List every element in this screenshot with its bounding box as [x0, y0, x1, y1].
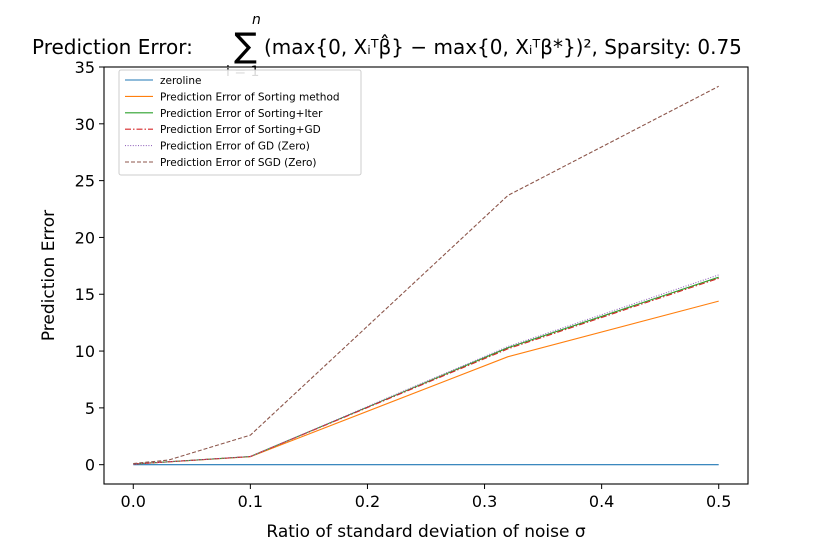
- y-tick-label: 35: [75, 58, 95, 77]
- y-tick-label: 15: [75, 285, 95, 304]
- x-axis-label: Ratio of standard deviation of noise σ: [266, 522, 585, 542]
- x-tick-label: 0.1: [238, 492, 263, 511]
- title-sum-upper: n: [252, 12, 261, 28]
- legend: zeroline Prediction Error of Sorting meth…: [118, 69, 362, 176]
- series-line-4: [133, 274, 719, 465]
- y-tick-label: 25: [75, 172, 95, 191]
- legend-label-2: Prediction Error of Sorting+Iter: [160, 108, 323, 120]
- legend-label-5: Prediction Error of SGD (Zero): [160, 157, 316, 169]
- title-sum-symbol: ∑: [234, 26, 257, 66]
- legend-label-4: Prediction Error of GD (Zero): [160, 141, 310, 153]
- title-formula: (max{0, Xᵢᵀβ̂} − max{0, Xᵢᵀβ*})², Sparsi…: [264, 34, 742, 59]
- x-tick-label: 0.2: [355, 492, 380, 511]
- x-tick-label: 0.0: [121, 492, 146, 511]
- x-tick-label: 0.3: [472, 492, 497, 511]
- y-tick-label: 10: [75, 342, 95, 361]
- legend-box: [118, 69, 362, 176]
- y-axis-label: Prediction Error: [39, 210, 59, 341]
- title-prefix: Prediction Error:: [32, 35, 193, 59]
- y-tick-label: 5: [85, 399, 95, 418]
- y-tick-label: 20: [75, 228, 95, 247]
- x-tick-label: 0.4: [589, 492, 614, 511]
- legend-label-1: Prediction Error of Sorting method: [160, 91, 340, 103]
- legend-label-0: zeroline: [160, 75, 201, 87]
- series-line-3: [133, 277, 719, 465]
- series-line-5: [133, 85, 719, 465]
- legend-label-3: Prediction Error of Sorting+GD: [160, 124, 321, 136]
- x-tick-label: 0.5: [706, 492, 731, 511]
- y-axis-ticks: 0 5 10 15 20 25 30 35: [75, 58, 104, 475]
- y-tick-label: 0: [85, 456, 95, 475]
- y-tick-label: 30: [75, 115, 95, 134]
- plot-lines: [133, 85, 719, 466]
- x-axis-ticks: 0.0 0.1 0.2 0.3 0.4 0.5: [121, 484, 731, 511]
- axes-frame: [103, 66, 749, 485]
- series-line-2: [133, 276, 719, 465]
